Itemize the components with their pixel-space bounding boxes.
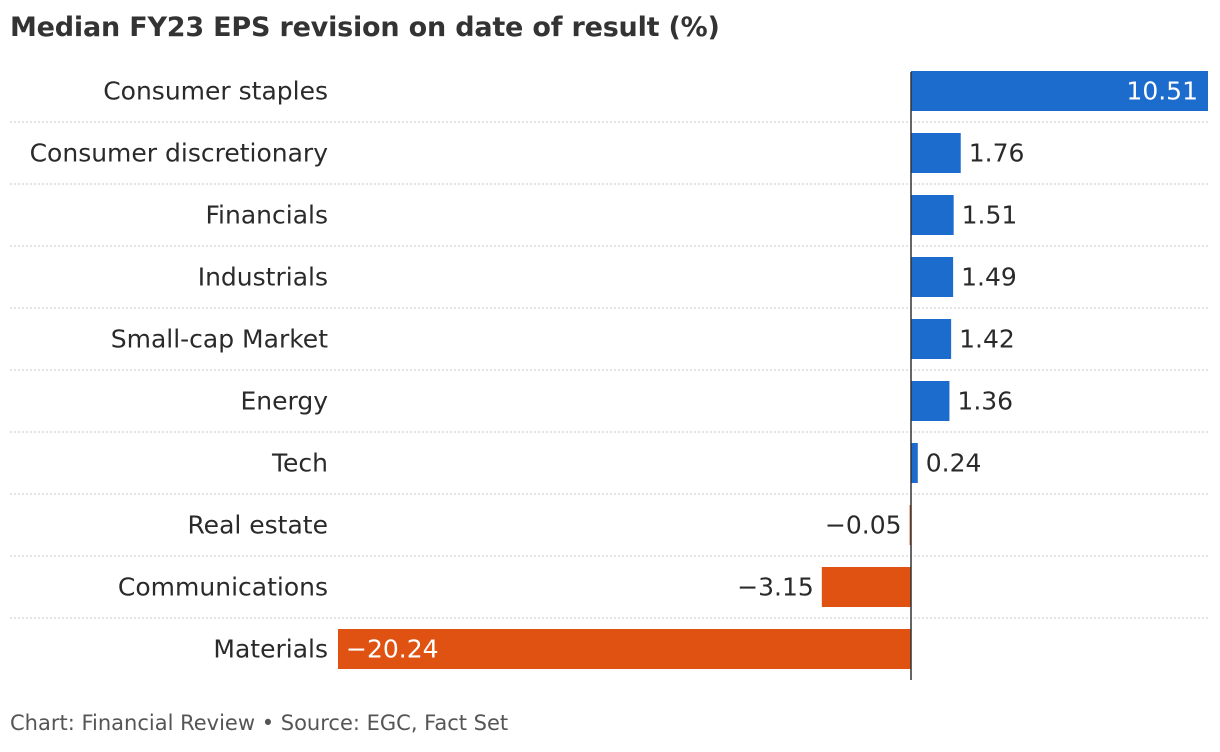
bar — [911, 319, 952, 359]
category-label: Industrials — [198, 263, 328, 292]
bar — [911, 133, 961, 173]
value-label: 1.36 — [957, 387, 1013, 416]
bar — [911, 443, 918, 483]
category-label: Consumer discretionary — [30, 139, 329, 168]
value-label: −3.15 — [737, 573, 814, 602]
category-label: Energy — [240, 387, 328, 416]
chart-title: Median FY23 EPS revision on date of resu… — [10, 12, 720, 43]
category-label: Consumer staples — [103, 77, 328, 106]
value-label: 1.49 — [961, 263, 1017, 292]
bar — [338, 629, 911, 669]
value-label: 1.76 — [969, 139, 1025, 168]
value-label: 10.51 — [1126, 77, 1198, 106]
bar — [911, 71, 1208, 111]
value-label: 1.42 — [959, 325, 1015, 354]
value-label: −20.24 — [346, 635, 439, 664]
category-label: Financials — [206, 201, 329, 230]
bar — [911, 257, 954, 297]
bar-chart: Consumer staples 10.51 Consumer discretion… — [10, 71, 1208, 680]
value-label: 1.51 — [962, 201, 1018, 230]
chart-source-footer: Chart: Financial Review • Source: EGC, F… — [10, 711, 509, 735]
value-label: −0.05 — [825, 511, 902, 540]
bar — [911, 381, 950, 421]
category-label: Tech — [271, 449, 328, 478]
bar — [911, 195, 954, 235]
category-label: Small-cap Market — [111, 325, 328, 354]
category-label: Communications — [118, 573, 328, 602]
bar — [821, 567, 911, 607]
category-label: Real estate — [187, 511, 328, 540]
value-label: 0.24 — [926, 449, 982, 478]
category-label: Materials — [213, 635, 328, 664]
